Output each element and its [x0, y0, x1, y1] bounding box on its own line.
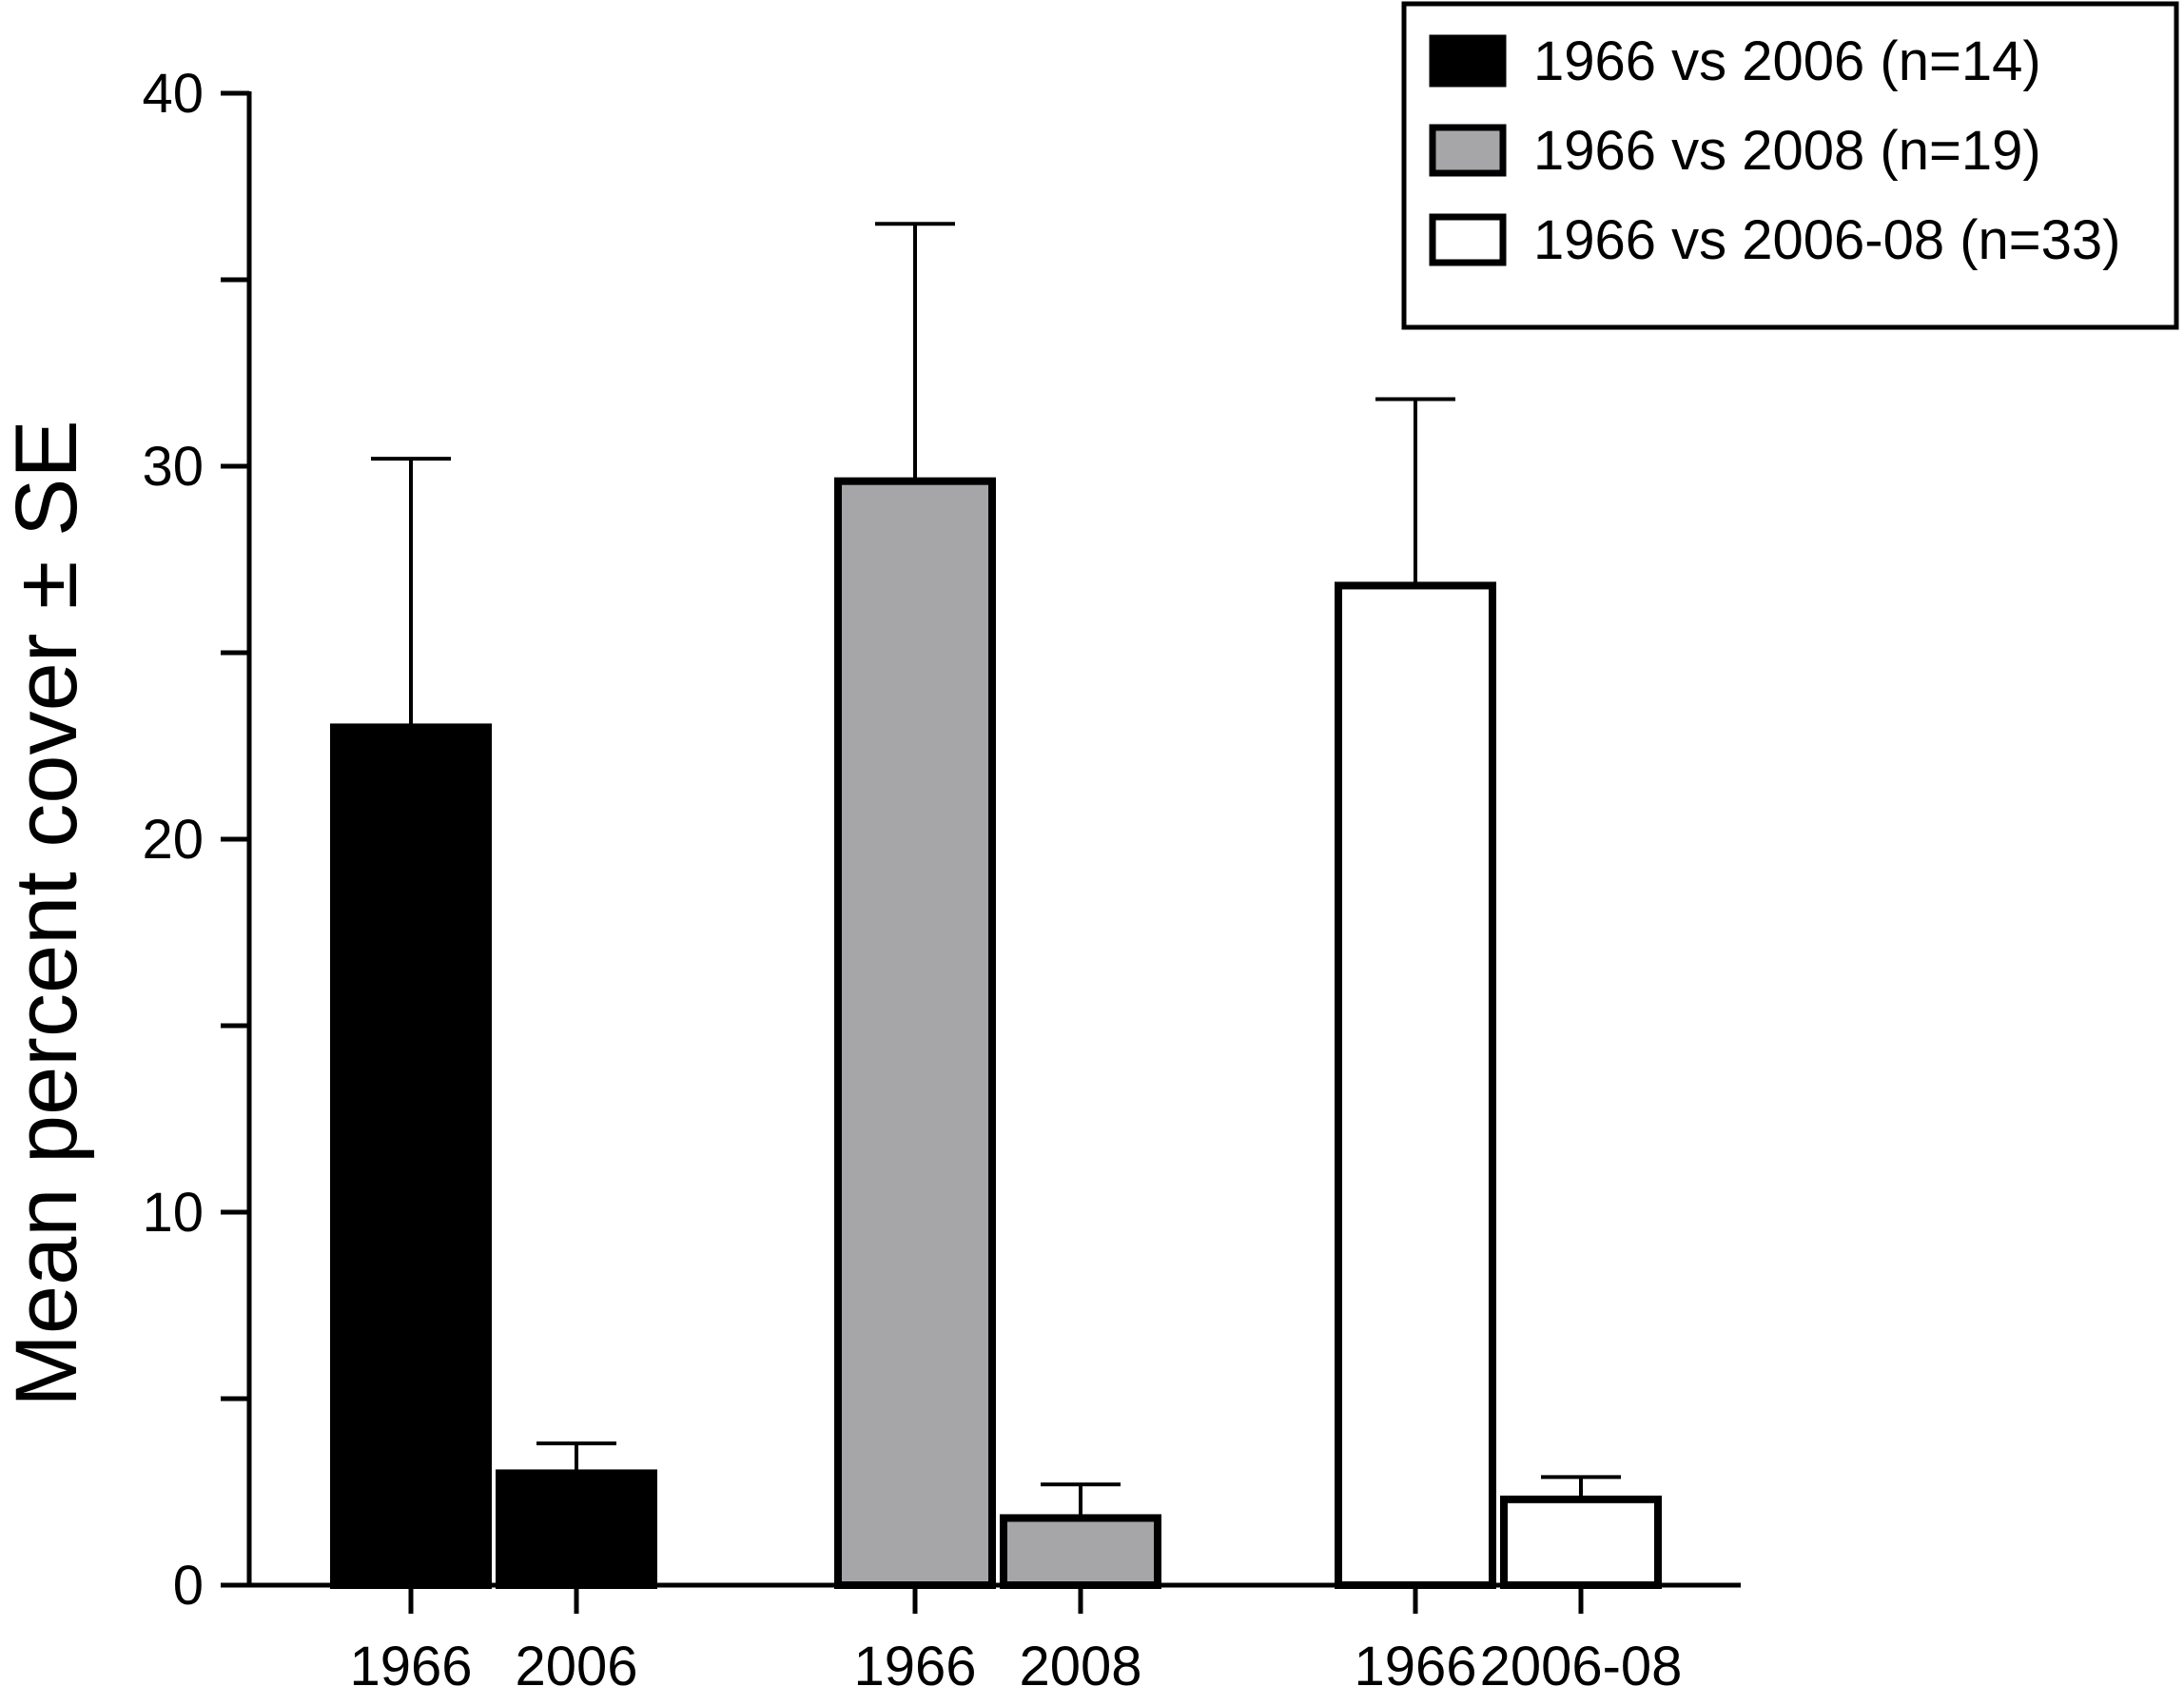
- x-tick-label: 2006-08: [1480, 1636, 1683, 1697]
- bar-group: 1966 2008: [834, 222, 1161, 1697]
- legend: 1966 vs 2006 (n=14) 1966 vs 2008 (n=19) 19…: [1401, 1, 2179, 330]
- x-tick-label: 1966: [349, 1636, 472, 1697]
- legend-item: 1966 vs 2008 (n=19): [1429, 120, 2041, 182]
- y-tick-label: 10: [142, 1182, 204, 1244]
- legend-label: 1966 vs 2006 (n=14): [1533, 30, 2041, 92]
- bar-group: 1966 2006: [330, 457, 657, 1697]
- legend-item: 1966 vs 2006 (n=14): [1429, 30, 2041, 92]
- legend-swatch: [1429, 34, 1507, 88]
- y-tick-label: 30: [142, 436, 204, 498]
- bar-group: 1966 2006-08: [1335, 397, 1683, 1697]
- legend-item: 1966 vs 2006-08 (n=33): [1429, 209, 2121, 271]
- legend-label: 1966 vs 2008 (n=19): [1533, 120, 2041, 182]
- bar: [1500, 1495, 1662, 1589]
- y-axis-label: Mean percent cover ± SE: [0, 420, 95, 1406]
- legend-label: 1966 vs 2006-08 (n=33): [1533, 209, 2121, 271]
- legend-swatch: [1429, 213, 1507, 266]
- bar: [330, 723, 492, 1589]
- bar: [834, 477, 996, 1589]
- bar: [496, 1469, 657, 1590]
- bars: 1966 2006 1966 2008 1966 2006-08: [330, 222, 1683, 1697]
- x-tick-label: 2008: [1019, 1636, 1141, 1697]
- x-tick-label: 1966: [1354, 1636, 1476, 1697]
- bar: [1000, 1514, 1161, 1589]
- x-tick-label: 2006: [515, 1636, 637, 1697]
- y-tick-label: 0: [173, 1555, 204, 1617]
- y-tick-label: 40: [142, 63, 204, 125]
- bar: [1335, 581, 1496, 1590]
- x-tick-label: 1966: [853, 1636, 976, 1697]
- y-tick-label: 20: [142, 809, 204, 871]
- legend-swatch: [1429, 124, 1507, 177]
- legend-frame: [1401, 1, 2179, 330]
